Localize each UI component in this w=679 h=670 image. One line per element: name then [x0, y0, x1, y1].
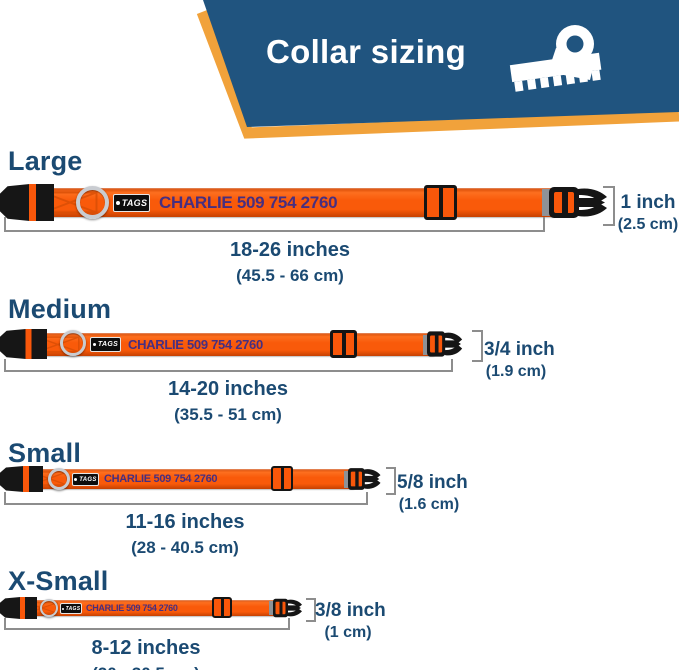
tape-measure-icon — [509, 25, 602, 92]
width-bracket — [306, 598, 316, 622]
embroidery-text: CHARLIE 509 754 2760 — [86, 603, 178, 613]
size-label-small: Small — [8, 438, 82, 468]
length-cm: (28 - 40.5 cm) — [131, 538, 239, 557]
width-inches: 1 inch — [620, 192, 676, 213]
length-measure-line — [4, 492, 368, 505]
length-inches: 8-12 inches — [91, 637, 201, 659]
brand-label: TAGS — [79, 476, 97, 483]
width-cm: (1.6 cm) — [398, 496, 460, 513]
length-cm: (20 - 30.5 cm) — [1, 664, 291, 670]
brand-label: TAGS — [121, 198, 148, 208]
banner-accent-stripe — [196, 10, 679, 139]
paw-icon — [61, 607, 64, 610]
width-cm: (2.5 cm) — [617, 216, 679, 233]
buckle-male — [273, 598, 302, 618]
length-text: 18-26 inches (45.5 - 66 cm) — [145, 239, 435, 285]
tri-glide-slider — [212, 597, 232, 618]
buckle-female — [0, 329, 47, 359]
length-cm: (45.5 - 66 cm) — [236, 266, 344, 285]
d-ring — [48, 468, 70, 490]
length-measure-line — [4, 618, 290, 630]
brand-patch: TAGS — [90, 337, 121, 352]
length-inches: 18-26 inches — [229, 239, 351, 261]
brand-label: TAGS — [65, 605, 81, 612]
width-inches: 3/4 inch — [484, 339, 555, 360]
size-label-medium: Medium — [8, 294, 112, 324]
width-text: 3/8 inch (1 cm) — [315, 600, 386, 642]
brand-patch: TAGS — [72, 473, 99, 486]
length-measure-line — [4, 359, 453, 372]
tri-glide-slider — [271, 466, 293, 491]
width-cm: (1 cm) — [324, 624, 372, 641]
buckle-male — [549, 187, 607, 218]
width-inches: 3/8 inch — [315, 600, 386, 621]
length-text: 11-16 inches (28 - 40.5 cm) — [40, 511, 330, 557]
paw-icon — [74, 478, 78, 481]
brand-patch: TAGS — [113, 194, 150, 212]
d-ring — [76, 186, 109, 219]
tri-glide-slider — [424, 185, 457, 220]
width-inches: 5/8 inch — [397, 472, 468, 493]
paw-icon — [115, 201, 120, 205]
width-text: 5/8 inch (1.6 cm) — [397, 472, 468, 514]
buckle-male — [427, 331, 463, 357]
width-bracket — [386, 467, 396, 495]
length-inches: 14-20 inches — [167, 378, 289, 400]
width-cm: (1.9 cm) — [485, 363, 547, 380]
width-bracket — [472, 330, 483, 362]
width-text: 3/4 inch (1.9 cm) — [484, 339, 555, 381]
tri-glide-slider — [330, 330, 357, 358]
length-text: 14-20 inches (35.5 - 51 cm) — [83, 378, 373, 424]
size-label-xsmall: X-Small — [8, 566, 109, 596]
brand-patch: TAGS — [60, 603, 82, 614]
d-ring — [60, 330, 86, 356]
page-title: Collar sizing — [266, 33, 467, 70]
length-inches: 11-16 inches — [125, 511, 245, 533]
width-bracket — [603, 186, 615, 226]
strap-keeper — [344, 471, 350, 488]
strap-keeper — [423, 335, 430, 355]
paw-icon — [92, 343, 96, 346]
size-label-large: Large — [8, 146, 83, 176]
d-ring — [40, 599, 58, 617]
embroidery-text: CHARLIE 509 754 2760 — [128, 337, 263, 352]
embroidery-text: CHARLIE 509 754 2760 — [104, 473, 218, 485]
length-measure-line — [4, 217, 545, 232]
width-text: 1 inch (2.5 cm) — [617, 192, 679, 234]
buckle-male — [348, 468, 381, 490]
brand-label: TAGS — [97, 341, 119, 348]
strap-keeper — [542, 189, 551, 216]
buckle-female — [0, 466, 43, 492]
header-banner — [196, 0, 679, 139]
buckle-female — [0, 597, 37, 619]
embroidery-text: CHARLIE 509 754 2760 — [159, 192, 338, 212]
length-cm: (35.5 - 51 cm) — [174, 405, 282, 424]
strap-keeper — [269, 601, 274, 615]
length-text: 8-12 inches (20 - 30.5 cm) — [1, 637, 291, 670]
banner-background — [203, 0, 679, 127]
buckle-female — [0, 184, 54, 221]
